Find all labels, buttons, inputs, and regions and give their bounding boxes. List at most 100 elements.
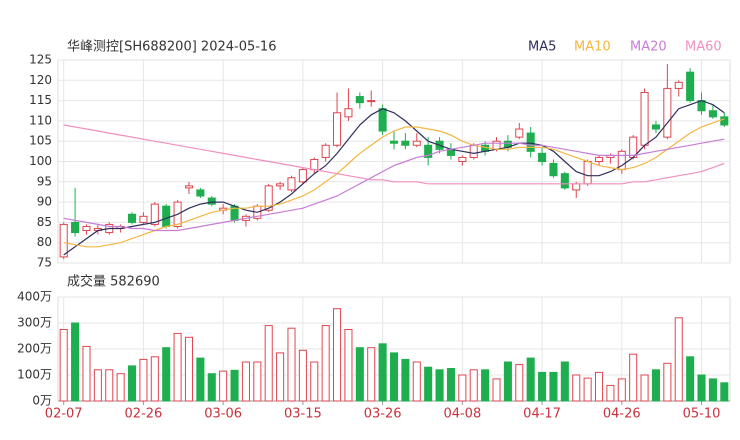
candle-body: [458, 156, 467, 163]
y-tick-label: 100: [29, 154, 52, 168]
candle-body: [150, 203, 159, 225]
volume-bar: [697, 374, 706, 402]
volume-bar: [481, 369, 490, 402]
candle-body: [583, 161, 592, 185]
candle-body: [674, 81, 683, 89]
candle-body: [538, 152, 547, 163]
volume-bar: [606, 384, 615, 402]
volume-bar: [333, 308, 342, 402]
x-tick-label: 03-15: [284, 407, 322, 422]
candle-body: [640, 91, 649, 146]
y-tick-label: 120: [29, 73, 52, 87]
volume-bar: [412, 361, 421, 402]
volume-bar: [230, 369, 239, 402]
x-tick-label: 04-26: [603, 407, 641, 422]
candle-body: [333, 112, 342, 146]
y-tick-label: 90: [37, 195, 52, 209]
volume-bar: [321, 325, 330, 402]
candle-body: [287, 177, 296, 191]
volume-bar: [150, 356, 159, 402]
legend-entry: MA5: [528, 40, 556, 55]
volume-bar: [583, 377, 592, 402]
volume-bar: [549, 371, 558, 402]
candle-body: [207, 197, 216, 205]
candle-body: [594, 156, 604, 163]
y-tick-label: 300万: [17, 316, 52, 330]
x-tick-label: 02-26: [125, 407, 163, 422]
volume-bar: [173, 332, 182, 402]
volume-bar: [515, 364, 524, 402]
candle-body: [276, 183, 285, 187]
candle-body: [264, 185, 273, 211]
candle-body: [184, 185, 194, 189]
candle-body: [298, 169, 307, 183]
volume-bar: [458, 374, 467, 402]
volume-bar: [139, 358, 148, 402]
candle-body: [708, 110, 717, 118]
legend-entry: MA20: [630, 40, 667, 55]
volume-bar: [128, 365, 137, 402]
y-tick-label: 85: [37, 215, 52, 229]
y-tick-label: 80: [37, 235, 52, 249]
volume-bar: [344, 329, 353, 402]
volume-bar: [686, 356, 695, 402]
volume-bar: [219, 370, 228, 402]
volume-bar: [59, 329, 68, 402]
candle-body: [424, 144, 433, 158]
volume-bar: [503, 361, 512, 402]
x-tick-label: 03-26: [364, 407, 402, 422]
candle-body: [401, 140, 410, 146]
y-tick-label: 95: [37, 174, 52, 188]
candle-body: [367, 100, 376, 103]
y-tick-label: 75: [37, 256, 52, 270]
volume-bar: [116, 373, 125, 402]
volume-bar: [184, 336, 194, 402]
candle-body: [720, 116, 729, 126]
volume-bar: [572, 374, 581, 402]
x-tick-label: 04-08: [443, 407, 481, 422]
chart-title: 华峰测控[SH688200] 2024-05-16: [67, 40, 276, 55]
candle-body: [492, 140, 501, 150]
volume-bar: [446, 368, 455, 402]
y-tick-label: 110: [29, 113, 52, 127]
volume-bar: [526, 357, 535, 402]
candle-body: [412, 140, 421, 146]
volume-bar: [105, 369, 114, 402]
volume-bar: [241, 361, 250, 402]
volume-bar: [720, 382, 729, 402]
candle-body: [526, 132, 535, 152]
candle-body: [71, 221, 80, 234]
x-tick-label: 03-06: [204, 407, 242, 422]
candle-body: [389, 140, 399, 144]
volume-bar: [651, 369, 660, 402]
y-tick-label: 400万: [17, 290, 52, 304]
candle-body: [469, 144, 478, 158]
volume-bar: [367, 347, 376, 402]
volume-bar: [424, 366, 433, 402]
candle-body: [59, 223, 68, 258]
volume-bar: [401, 358, 410, 402]
volume-bar: [253, 361, 262, 402]
volume-bar: [492, 378, 501, 402]
volume-bar: [389, 352, 399, 402]
candle-body: [651, 124, 660, 130]
volume-bar: [538, 371, 547, 402]
volume-bar: [82, 345, 91, 402]
candle-body: [549, 163, 558, 177]
volume-bar: [708, 378, 717, 402]
volume-bar: [93, 369, 102, 402]
volume-bar: [640, 374, 649, 402]
candle-body: [196, 189, 205, 197]
candle-body: [139, 215, 148, 223]
candle-body: [378, 108, 387, 132]
y-tick-label: 200万: [17, 342, 52, 356]
candle-body: [560, 173, 569, 189]
x-tick-label: 02-07: [45, 407, 83, 422]
y-tick-label: 0万: [32, 394, 52, 408]
volume-bar: [162, 347, 171, 402]
x-tick-label: 04-17: [523, 407, 561, 422]
ma-line: [63, 99, 725, 256]
candle-body: [310, 158, 319, 171]
legend: MA5 MA10 MA20 MA60: [528, 40, 722, 55]
volume-bar: [663, 362, 672, 402]
